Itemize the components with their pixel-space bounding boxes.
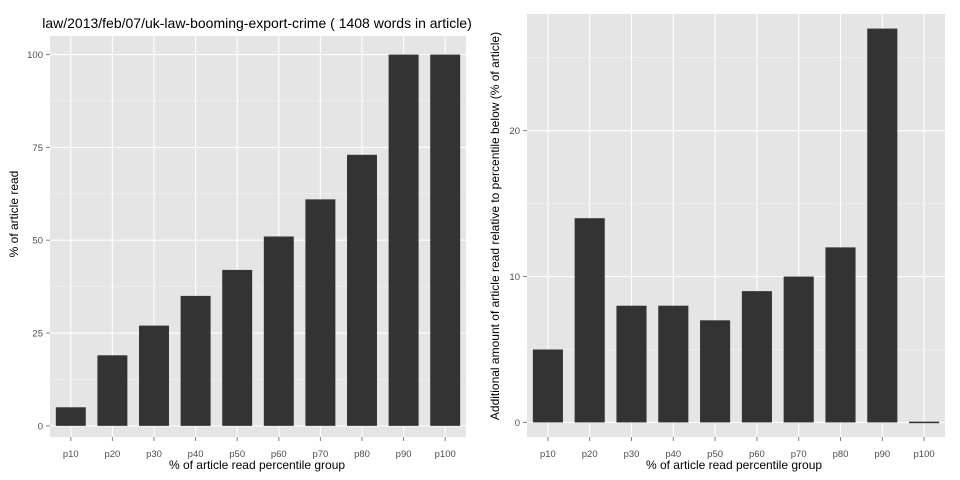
x-tick-label: p10 — [63, 449, 79, 460]
left-chart-panel: 0 25 50 75 100 p10 p20 p30 p40 p50 p60 p70 p80 p90 p10… — [7, 15, 472, 472]
x-tick-label: p50 — [229, 449, 245, 460]
y-tick-label: 75 — [32, 143, 43, 154]
bar-p20 — [97, 355, 128, 426]
y-tick-label: 0 — [515, 418, 520, 429]
x-tick-label: p90 — [874, 449, 890, 460]
bar-p90 — [867, 28, 898, 423]
y-axis-title: % of article read — [7, 171, 21, 258]
bar-p30 — [139, 325, 169, 426]
bar-p40 — [658, 305, 689, 423]
right-chart-panel: 0 10 20 p10 p20 p30 p40 p50 p60 p70 p80 p90 p100 % of… — [488, 14, 945, 472]
bar-p60 — [741, 291, 772, 423]
x-tick-label: p40 — [665, 449, 681, 460]
y-tick-label: 0 — [38, 421, 43, 432]
bar-p10 — [532, 349, 563, 423]
x-tick-label: p60 — [271, 449, 287, 460]
x-tick-label: p60 — [749, 449, 765, 460]
y-tick-label: 25 — [32, 329, 43, 340]
bar-p40 — [180, 295, 211, 426]
bar-p100 — [430, 54, 461, 426]
x-tick-label: p30 — [624, 449, 640, 460]
x-tick-label: p30 — [146, 449, 162, 460]
x-tick-label: p20 — [104, 449, 120, 460]
x-tick-label: p40 — [188, 449, 204, 460]
x-tick-label: p50 — [707, 449, 723, 460]
x-tick-label: p100 — [435, 449, 456, 460]
bar-p100 — [909, 421, 940, 424]
y-tick-label: 50 — [32, 236, 43, 247]
x-tick-label: p90 — [396, 449, 412, 460]
chart-title: law/2013/feb/07/uk-law-booming-export-cr… — [42, 15, 472, 31]
bar-p80 — [825, 247, 856, 423]
bar-p70 — [783, 276, 814, 423]
x-tick-label: p80 — [833, 449, 849, 460]
bar-p20 — [574, 218, 605, 423]
bar-p90 — [388, 54, 419, 426]
x-tick-label: p20 — [582, 449, 598, 460]
y-tick-label: 100 — [27, 50, 43, 61]
y-tick-label: 20 — [509, 126, 520, 137]
bar-p50 — [700, 320, 731, 423]
bar-p80 — [347, 154, 377, 426]
bar-p50 — [222, 269, 253, 426]
x-tick-label: p80 — [354, 449, 370, 460]
x-tick-label: p100 — [914, 449, 935, 460]
bar-p10 — [55, 407, 86, 426]
x-tick-label: p70 — [312, 449, 328, 460]
x-tick-label: p70 — [791, 449, 807, 460]
y-axis-title: Additional amount of article read relati… — [488, 32, 502, 420]
bar-p70 — [305, 199, 336, 426]
y-tick-label: 10 — [509, 272, 520, 283]
x-axis-title: % of article read percentile group — [169, 458, 345, 472]
x-tick-label: p10 — [540, 449, 556, 460]
bar-p30 — [616, 305, 647, 423]
x-axis-title: % of article read percentile group — [646, 458, 822, 472]
bar-p60 — [263, 236, 294, 426]
